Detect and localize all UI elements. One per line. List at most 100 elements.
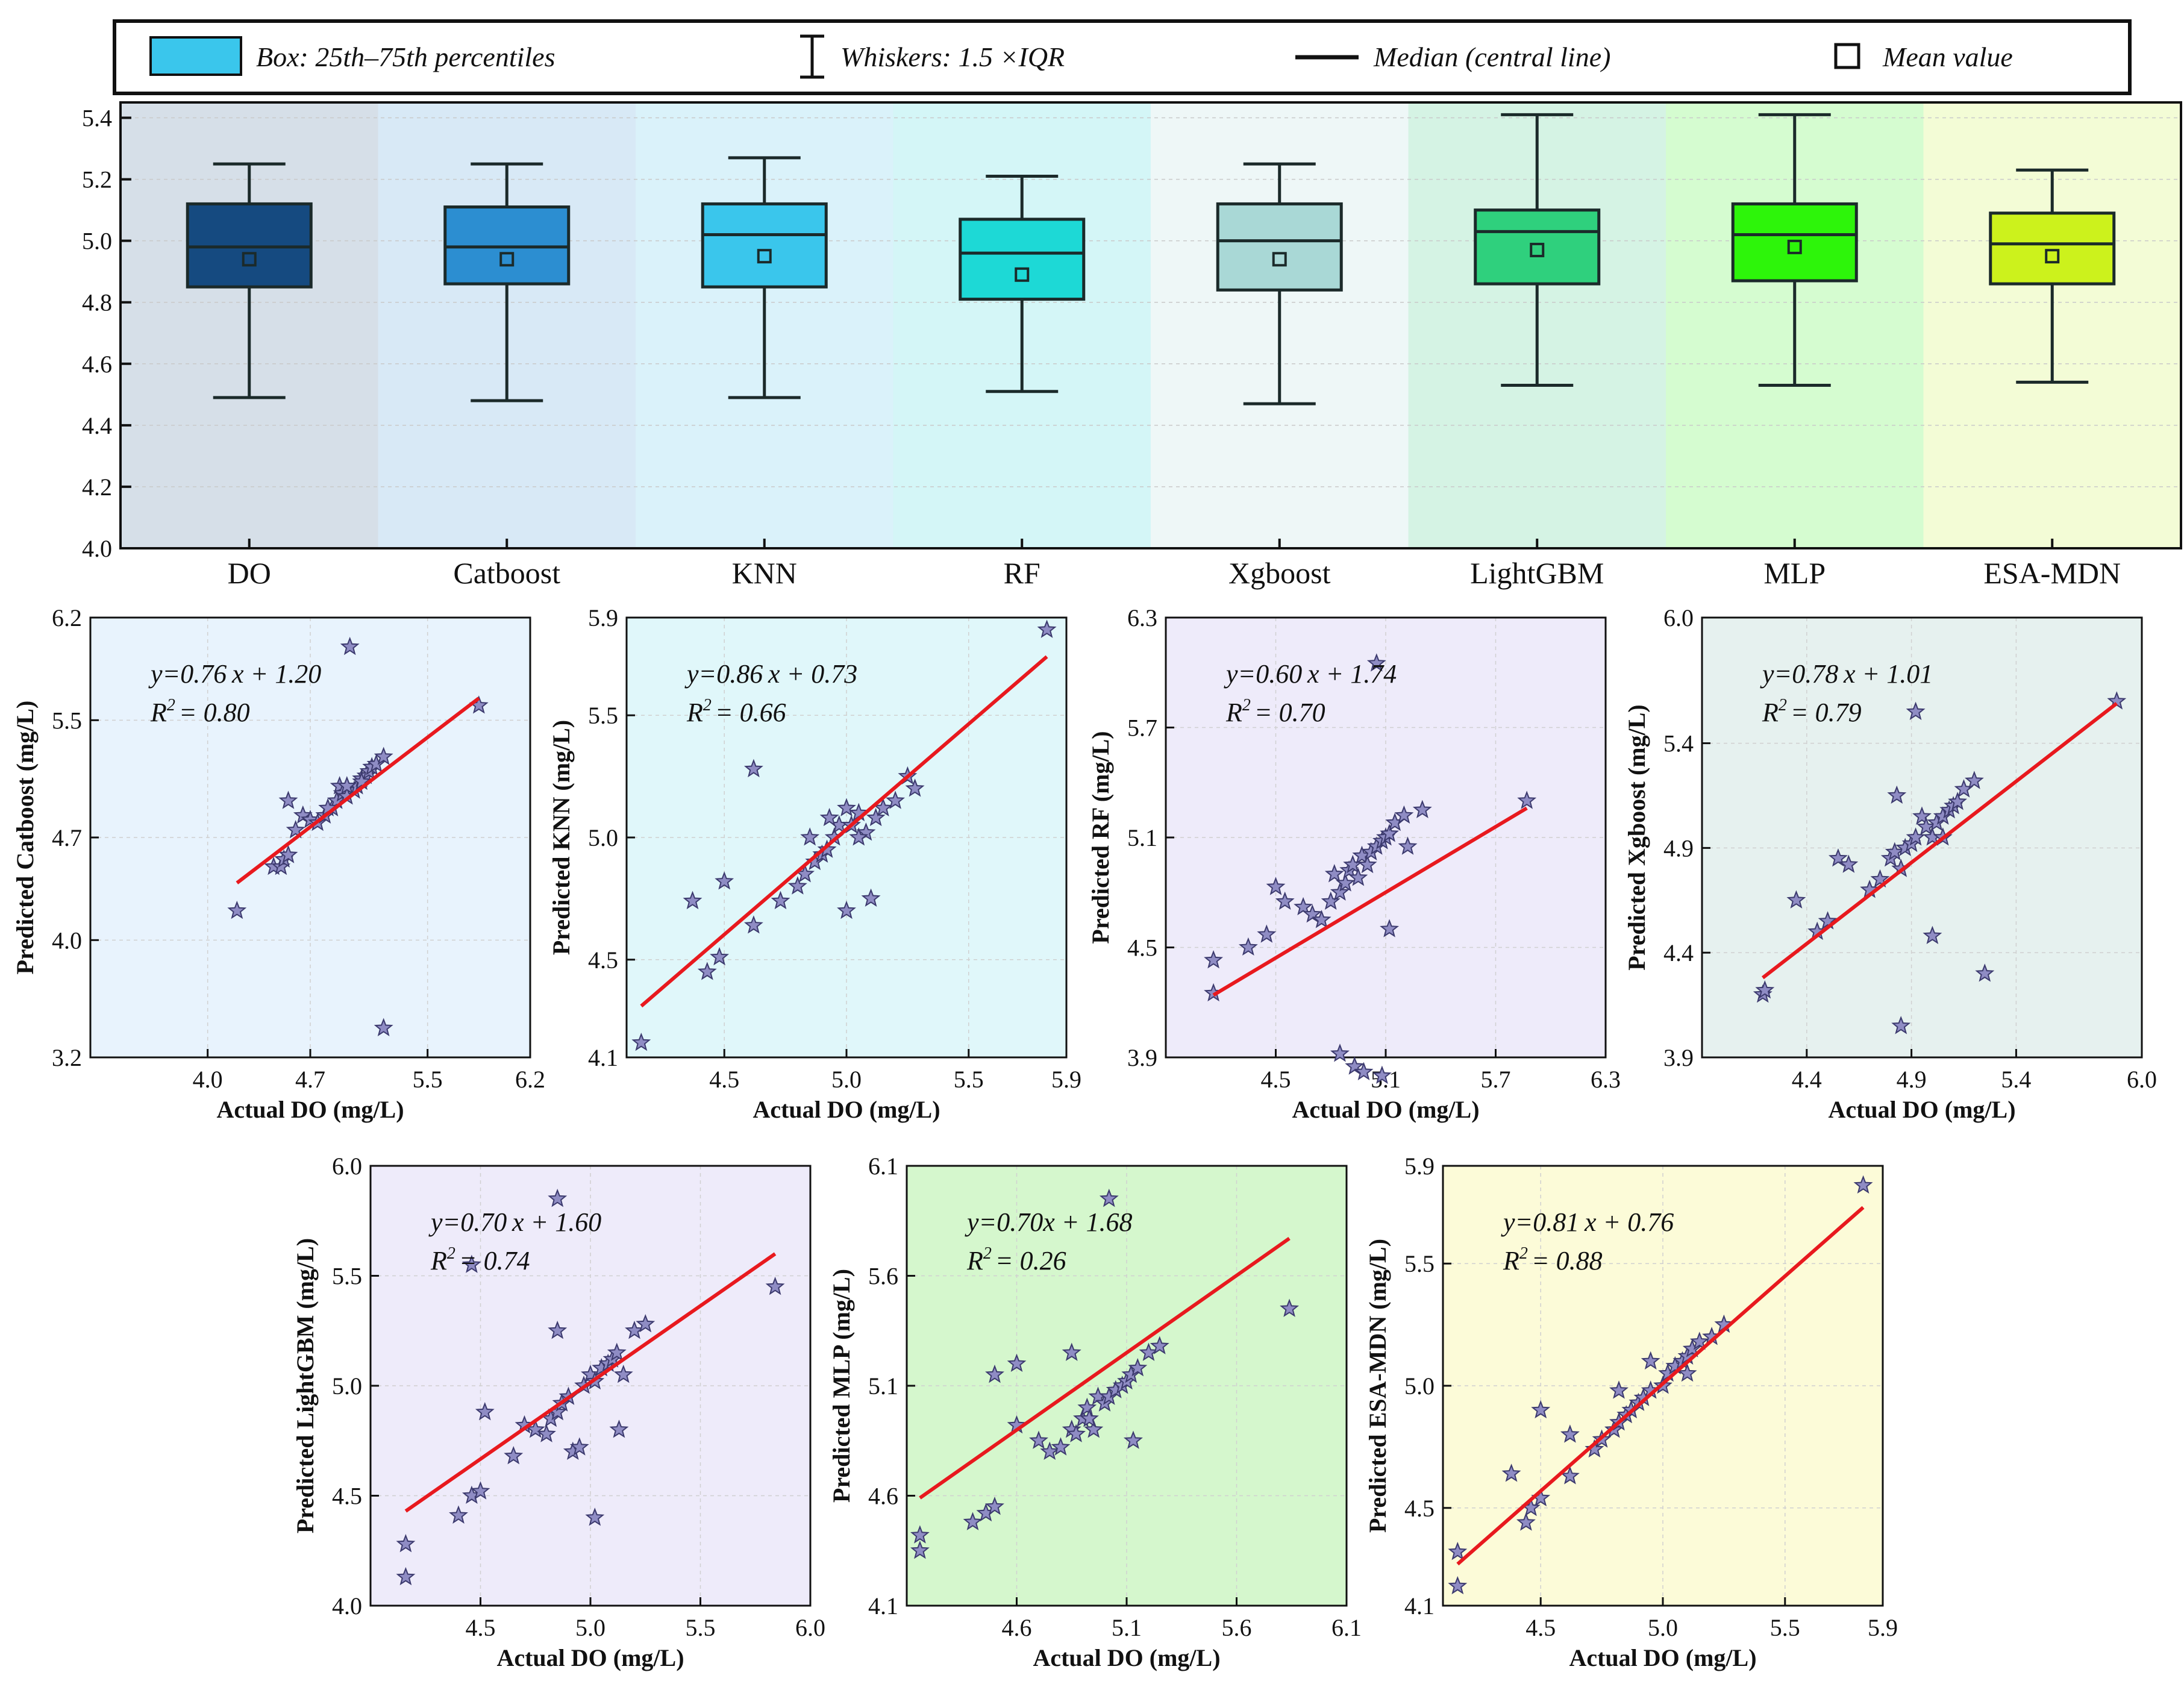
data-point-25: [1887, 785, 1907, 804]
mean-marker: [242, 252, 257, 267]
legend-median-label: Median (central line): [1373, 42, 1610, 72]
data-point-23: [886, 790, 906, 809]
data-point-1: [1755, 980, 1775, 999]
data-point-9: [537, 1424, 556, 1442]
y-tick-label-2: 5.0: [1404, 1372, 1435, 1400]
x-axis-title: Actual DO (mg/L): [1033, 1644, 1220, 1671]
whisker-icon: [800, 34, 824, 79]
x-tick-label-3: 5.9: [1868, 1614, 1898, 1641]
data-point-1: [683, 890, 702, 910]
data-point-14: [1077, 1397, 1097, 1416]
data-point-14: [1906, 827, 1926, 846]
x-tick-label-0: 4.6: [1002, 1614, 1032, 1641]
mean-marker: [499, 252, 515, 267]
x-tick-label-2: 5.5: [686, 1614, 716, 1641]
data-point-29: [585, 1507, 605, 1526]
data-point-9: [1321, 891, 1341, 910]
x-tick-label-2: 5.5: [954, 1066, 984, 1093]
box-background-bands: [120, 102, 2181, 548]
data-point-8: [1560, 1424, 1580, 1443]
data-point-27: [1345, 1056, 1365, 1075]
x-tick-label-2: 5.6: [1222, 1614, 1252, 1641]
iqr-box: [1989, 211, 2116, 286]
y-tick-label-1: 4.5: [1127, 934, 1157, 962]
data-point-7: [293, 805, 313, 824]
data-point-25: [1398, 836, 1418, 855]
regression-equation: y=0.70x + 1.68: [965, 1207, 1132, 1237]
y-tick-label-2: 5.1: [868, 1372, 898, 1400]
category-label-knn: KNN: [732, 556, 797, 590]
data-point-6: [743, 759, 763, 778]
x-axis-title: Actual DO (mg/L): [1828, 1096, 2015, 1123]
data-point-30: [609, 1419, 629, 1438]
y-tick-label-3: 5.7: [1127, 715, 1157, 742]
box-knn: [701, 156, 828, 548]
r-exponent: 2: [447, 1244, 455, 1263]
r-symbol: R: [1762, 698, 1779, 727]
r-squared-value: = 0.74: [459, 1246, 530, 1275]
data-point-0: [910, 1541, 930, 1559]
y-axis-title: Predicted LightGBM (mg/L): [292, 1238, 319, 1533]
x-tick-label-3: 6.3: [1591, 1066, 1621, 1093]
plot-background: [1702, 618, 2142, 1057]
y-tick-label-3: 4.6: [82, 351, 112, 378]
y-tick-label-1: 4.4: [1663, 939, 1694, 966]
data-point-28: [1641, 1351, 1660, 1370]
data-point-27: [462, 1254, 481, 1273]
category-label-rf: RF: [1004, 556, 1040, 590]
mean-marker: [1787, 239, 1802, 254]
x-tick-label-1: 4.9: [1897, 1066, 1927, 1093]
category-label-do: DO: [228, 556, 271, 590]
data-point-24: [1139, 1342, 1159, 1361]
category-label-mlp: MLP: [1763, 556, 1826, 590]
data-point-22: [607, 1342, 627, 1361]
data-point-5: [475, 1402, 495, 1421]
data-point-7: [771, 890, 790, 910]
data-point-24: [1689, 1332, 1709, 1350]
data-point-28: [1099, 1188, 1119, 1207]
scatter-panel-xgboost: 4.4 4.9 5.4 6.0 3.9 4.4 4.9 5.4 6.0 Actual DO (mg…: [1623, 604, 2157, 1123]
data-point-2: [1501, 1463, 1521, 1482]
y-tick-label-0: 3.9: [1663, 1044, 1694, 1071]
y-tick-label-6: 5.2: [82, 166, 112, 193]
iqr-box: [1731, 202, 1858, 283]
data-point-2: [697, 962, 717, 980]
data-point-29: [1975, 963, 1995, 982]
box-category-labels: DO Catboost KNN RF Xgboost LightGBM MLP ESA-MDN: [228, 556, 2121, 590]
y-tick-label-0: 4.1: [588, 1044, 618, 1071]
data-point-16: [837, 900, 856, 919]
x-axis-title: Actual DO (mg/L): [753, 1096, 940, 1123]
data-point-30: [1853, 1175, 1873, 1194]
y-tick-label-4: 6.0: [332, 1153, 362, 1180]
y-tick-label-3: 5.6: [868, 1263, 898, 1290]
data-point-29: [1372, 1065, 1392, 1084]
r-exponent: 2: [1519, 1244, 1528, 1263]
mean-marker: [1015, 267, 1030, 282]
data-point-28: [1354, 1062, 1374, 1080]
r-squared-label: R2 = 0.74: [430, 1244, 530, 1275]
r-symbol: R: [1503, 1246, 1519, 1275]
x-tick-label-2: 5.5: [1770, 1614, 1800, 1641]
box-series: [186, 113, 2116, 548]
data-point-22: [873, 798, 893, 816]
data-point-1: [910, 1525, 930, 1544]
regression-line: [1212, 806, 1528, 997]
regression-line: [1456, 1206, 1865, 1566]
regression-equation: y=0.70 x + 1.60: [428, 1207, 601, 1237]
scatter-panel-catboost: 4.0 4.7 5.5 6.2 3.2 4.0 4.7 5.5 6.2 Actual DO (mg…: [11, 604, 545, 1123]
x-tick-label-1: 4.7: [295, 1066, 325, 1093]
y-tick-label-1: 4.5: [1404, 1495, 1435, 1522]
data-point-2: [963, 1512, 983, 1530]
regression-equation: y=0.81 x + 0.76: [1501, 1207, 1674, 1237]
data-point-15: [1912, 806, 1932, 825]
data-point-6: [1294, 897, 1313, 916]
data-point-26: [1906, 701, 1926, 721]
r-squared-label: R2 = 0.66: [686, 696, 786, 727]
data-point-31: [1366, 653, 1386, 672]
data-point-22: [1948, 792, 1968, 810]
data-point-0: [631, 1032, 651, 1051]
y-axis-title: Predicted MLP (mg/L): [828, 1269, 855, 1503]
r-squared-label: R2 = 0.88: [1503, 1244, 1603, 1275]
data-point-0: [1448, 1576, 1468, 1595]
